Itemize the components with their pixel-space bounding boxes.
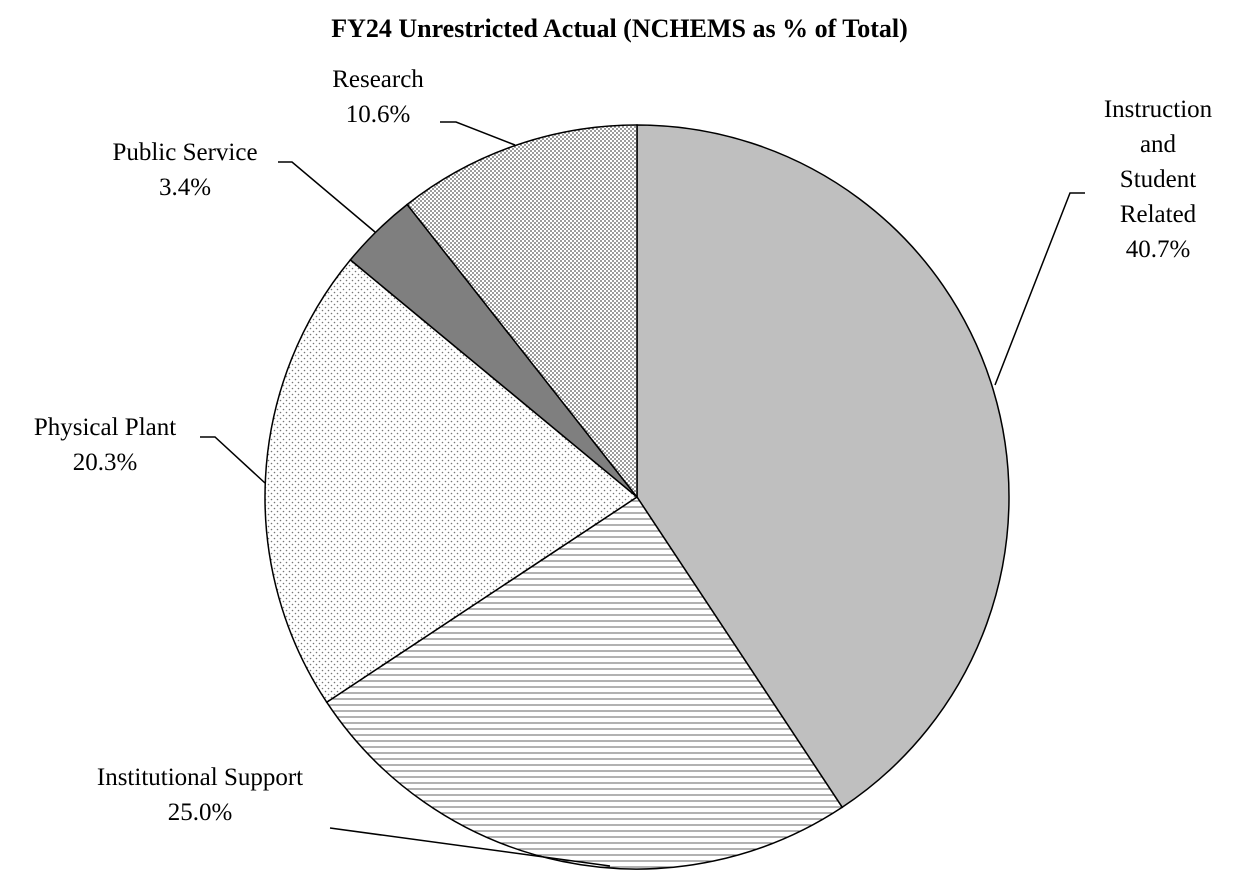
leader-line bbox=[994, 192, 1085, 386]
leader-line bbox=[440, 121, 516, 146]
slice-label: Institutional Support 25.0% bbox=[97, 760, 303, 830]
slice-label: Public Service 3.4% bbox=[112, 135, 257, 205]
category-label: Physical Plant bbox=[33, 414, 177, 441]
value-label: 3.4% bbox=[158, 174, 212, 201]
value-label: 10.6% bbox=[345, 101, 411, 128]
category-label: Research bbox=[332, 66, 424, 93]
category-label: Instruction and Student Related bbox=[1103, 96, 1213, 228]
pie-slice bbox=[406, 124, 638, 500]
slice-label: Research 10.6% bbox=[332, 62, 424, 132]
leader-line bbox=[278, 161, 376, 233]
value-label: 25.0% bbox=[167, 799, 233, 826]
pie-slice bbox=[264, 258, 639, 704]
category-label: Public Service bbox=[112, 139, 258, 166]
leader-line bbox=[200, 436, 266, 484]
leader-line bbox=[329, 827, 611, 867]
slice-label: Physical Plant 20.3% bbox=[34, 410, 176, 480]
category-label: Institutional Support bbox=[96, 764, 304, 791]
chart-title: FY24 Unrestricted Actual (NCHEMS as % of… bbox=[331, 14, 908, 43]
value-label: 20.3% bbox=[72, 449, 138, 476]
value-label: 40.7% bbox=[1125, 236, 1191, 263]
slice-label: Instruction and Student Related 40.7% bbox=[1104, 92, 1212, 267]
pie-slice bbox=[325, 495, 844, 870]
